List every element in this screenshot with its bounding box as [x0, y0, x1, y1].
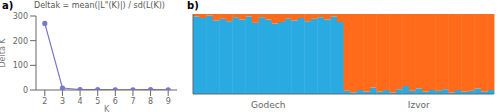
svg-text:0: 0 [23, 86, 28, 95]
svg-text:4: 4 [78, 97, 83, 106]
svg-text:K: K [104, 105, 110, 112]
svg-text:Izvor: Izvor [408, 100, 430, 110]
html-text:a): a) [2, 0, 14, 11]
svg-text:200: 200 [13, 37, 28, 46]
svg-text:2: 2 [42, 97, 47, 106]
html-text:Deltak = mean(|L"(K)|) / sd(L(: Deltak = mean(|L"(K)|) / sd(L(K)) [34, 1, 165, 10]
svg-text:3: 3 [60, 97, 65, 106]
svg-text:Godech: Godech [251, 100, 285, 110]
svg-text:100: 100 [13, 61, 28, 70]
html-text:b): b) [187, 0, 199, 11]
svg-text:7: 7 [130, 97, 135, 106]
svg-text:6: 6 [113, 97, 118, 106]
svg-text:8: 8 [148, 97, 153, 106]
svg-text:5: 5 [95, 97, 100, 106]
svg-text:9: 9 [166, 97, 171, 106]
svg-text:300: 300 [13, 12, 28, 21]
